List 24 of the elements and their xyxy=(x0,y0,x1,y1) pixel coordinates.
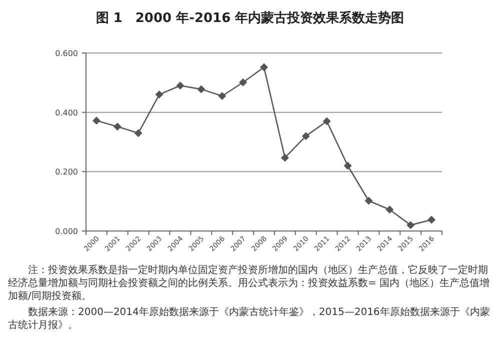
text: 注：投资效果系数是指一定时期内单位固定资产投资所增加的国内（地区）生产总值，它反映了一定时期经济总量增加额与同期社会投资额之间的比例关系。用公式表示为：投资效益系数= 国内（地区）生产总值增加额/同期投资额。 xyxy=(8,264,491,303)
point xyxy=(260,63,268,72)
point xyxy=(302,132,310,140)
y-tick-label: 0.000 xyxy=(55,227,78,236)
point xyxy=(92,116,100,125)
point xyxy=(428,216,436,224)
point xyxy=(239,78,248,86)
point xyxy=(113,122,122,131)
y-tick-label: 0.600 xyxy=(55,49,78,58)
point xyxy=(322,117,331,126)
point xyxy=(197,85,206,94)
point xyxy=(134,129,142,138)
y-tick-label: 0.400 xyxy=(55,108,78,118)
point xyxy=(386,206,394,214)
point xyxy=(155,90,164,99)
point xyxy=(406,221,415,230)
chart-title: 图 1 2000 年-2016 年内蒙古投资效果系数走势图 xyxy=(96,10,404,26)
point xyxy=(364,196,373,205)
point xyxy=(280,154,289,162)
point xyxy=(176,82,184,90)
source-note: 数据来源：2000—2014年原始数据来源于《内蒙古统计年鉴》，2015—2016年原始数据来源于《内蒙古统计月报》。 xyxy=(8,306,491,332)
point xyxy=(344,162,352,170)
y-tick-label: 0.200 xyxy=(55,168,78,177)
point xyxy=(218,92,226,100)
